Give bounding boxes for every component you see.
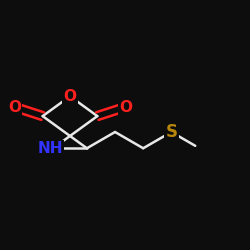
Text: O: O [119, 100, 132, 115]
Text: O: O [8, 100, 21, 115]
Text: NH: NH [37, 141, 63, 156]
Text: S: S [165, 123, 177, 141]
Text: O: O [64, 89, 76, 104]
